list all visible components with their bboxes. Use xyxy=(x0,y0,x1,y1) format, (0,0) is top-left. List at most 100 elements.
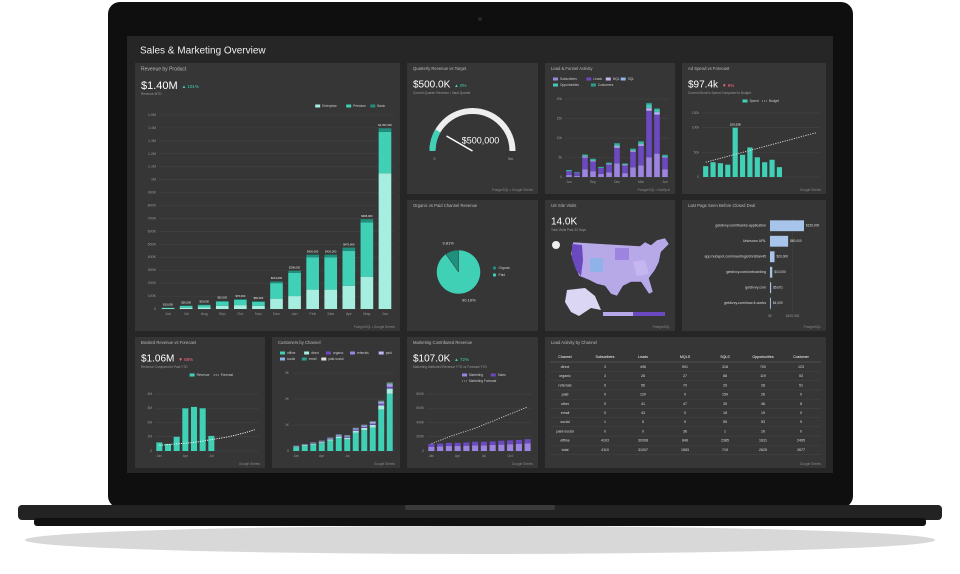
bar-segment xyxy=(182,408,189,451)
y-tick-label: 1K xyxy=(285,423,290,427)
bar-segment xyxy=(747,147,753,177)
legend-swatch xyxy=(350,351,355,355)
x-tick-label: $100,000 xyxy=(786,314,800,318)
bar-segment xyxy=(566,170,572,172)
bar-segment xyxy=(598,168,604,174)
bar-segment xyxy=(327,440,334,451)
x-tick-label: Aug xyxy=(201,312,208,316)
bar-segment xyxy=(234,299,247,300)
table-cell: 28 xyxy=(641,374,645,378)
table-cell: 4110 xyxy=(601,448,609,452)
bar-segment xyxy=(769,159,775,177)
bar-segment xyxy=(598,173,604,177)
x-tick-label: Mar xyxy=(327,312,334,316)
table-cell: 3 xyxy=(604,365,606,369)
table-cell: offline xyxy=(560,439,570,443)
x-tick-label: Dec xyxy=(614,180,620,184)
camera xyxy=(478,17,482,21)
bar-segment xyxy=(662,155,668,157)
table-cell: 700 xyxy=(760,365,766,369)
bar-segment xyxy=(524,439,531,444)
bar-segment xyxy=(327,439,334,441)
bar-segment xyxy=(352,432,359,451)
bar-segment xyxy=(324,254,338,258)
bar-segment xyxy=(662,154,668,156)
total-label: $296,000 xyxy=(289,265,301,269)
legend-swatch xyxy=(490,373,496,377)
gauge-needle xyxy=(446,135,473,152)
bar-segment xyxy=(369,422,376,423)
x-tick-label: Jan xyxy=(292,312,298,316)
bar-segment xyxy=(630,148,636,150)
bar-segment xyxy=(614,143,620,145)
bar-segment xyxy=(646,102,652,105)
bar-segment xyxy=(498,444,505,451)
y-tick-label: 700K xyxy=(148,216,157,220)
total-label: $1,397,000 xyxy=(378,123,392,127)
legend-label: Opportunities xyxy=(560,83,579,87)
table-cell: 0 xyxy=(604,402,606,406)
y-tick-label: 130k xyxy=(692,111,700,115)
total-label: $420,000 xyxy=(325,249,337,253)
legend-label: paid-social xyxy=(328,357,344,361)
bar-segment xyxy=(310,444,317,451)
panel-title: Lead Activity by Channel xyxy=(551,340,597,345)
bar-segment xyxy=(582,156,588,158)
x-tick-label: Dec xyxy=(273,312,280,316)
legend-label: Leads xyxy=(593,77,602,81)
bar-segment xyxy=(606,172,612,177)
x-tick-label: Oct xyxy=(237,312,244,316)
bar-segment xyxy=(614,146,620,148)
bar-segment xyxy=(306,257,319,290)
kpi-value: $1.06M xyxy=(141,354,174,365)
table-cell: 120 xyxy=(640,393,646,397)
panel xyxy=(135,63,400,331)
panel-title: Last Page Seen Before Closed Deal xyxy=(688,203,755,208)
map-legend-scale xyxy=(603,312,633,316)
table-cell: 29 xyxy=(723,383,727,387)
home-icon xyxy=(552,241,560,249)
total-label: $213,000 xyxy=(271,276,283,280)
total-label: $62,000 xyxy=(217,296,227,300)
bar-segment xyxy=(515,439,522,444)
table-header: SQLS xyxy=(720,355,730,359)
bar-segment xyxy=(378,403,385,405)
bar xyxy=(770,251,775,263)
table-cell: 30308 xyxy=(638,439,648,443)
legend-label: Basic xyxy=(377,104,385,108)
panel-footer: Google Sheets xyxy=(512,462,533,466)
table-cell: direct xyxy=(561,365,570,369)
bar-segment xyxy=(472,445,479,451)
x-tick-label: Jul xyxy=(345,454,349,458)
total-label: $695,000 xyxy=(361,214,373,218)
panel-title: Quarterly Revenue vs Target xyxy=(413,66,467,71)
bar-segment xyxy=(732,127,738,177)
bar-segment xyxy=(344,436,351,438)
bar-segment xyxy=(361,425,368,427)
y-tick-label: 3M xyxy=(147,406,152,410)
y-tick-label: 600K xyxy=(416,406,425,410)
bar-segment xyxy=(270,283,283,299)
bar-segment xyxy=(582,157,588,170)
bar-segment xyxy=(590,159,596,161)
table-cell: 159 xyxy=(722,393,728,397)
panel xyxy=(407,63,538,194)
legend-label: Subscribers xyxy=(560,77,577,81)
bar-segment xyxy=(378,402,385,404)
kpi-change: ▼ 58% xyxy=(178,357,193,362)
bar-segment xyxy=(437,443,444,447)
y-tick-label: 200K xyxy=(148,281,157,285)
legend-label: email xyxy=(309,357,317,361)
dashboard-title: Sales & Marketing Overview xyxy=(140,46,266,57)
bar-segment xyxy=(646,110,652,158)
legend-swatch xyxy=(321,357,327,361)
table-cell: total xyxy=(562,448,569,452)
bar-segment xyxy=(630,151,636,168)
table-cell: 0 xyxy=(800,411,802,415)
y-tick-label: getdivvy.com/onboarding xyxy=(726,270,766,274)
y-tick-label: 0 xyxy=(560,175,562,179)
table-cell: 56 xyxy=(641,383,645,387)
table-cell: 9 xyxy=(684,420,686,424)
bar-segment xyxy=(342,250,356,286)
bar-segment xyxy=(654,114,660,154)
